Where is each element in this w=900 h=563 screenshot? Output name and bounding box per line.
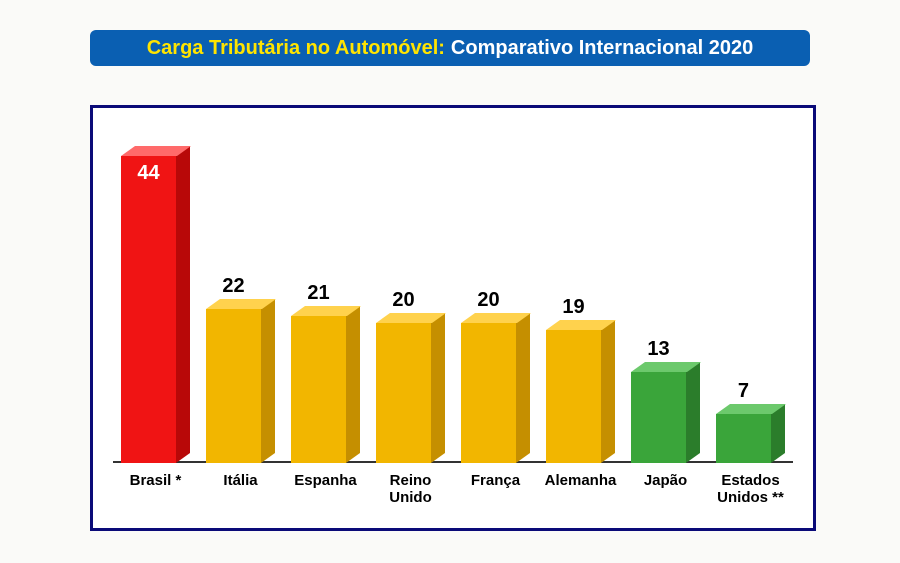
bar: 19 [546,330,602,463]
title-part2: Comparativo Internacional 2020 [451,37,753,60]
x-label: EstadosUnidos ** [708,472,793,507]
bar-side [261,299,275,463]
bar-side [686,362,700,463]
bar: 22 [206,309,262,463]
bar: 7 [716,414,772,463]
bar-value: 19 [546,296,602,319]
bar-front [631,372,687,463]
bar-front [716,414,772,463]
bar: 21 [291,316,347,463]
bar-value: 20 [461,289,517,312]
x-label: França [453,472,538,489]
bar-value: 7 [716,380,772,403]
bar-value: 20 [376,289,432,312]
bar-side [516,313,530,463]
bar-front [121,156,177,463]
bar: 44 [121,156,177,463]
bar-front [291,316,347,463]
x-label: Alemanha [538,472,623,489]
title-part1: Carga Tributária no Automóvel: [147,37,445,60]
bar: 13 [631,372,687,463]
x-label: Brasil * [113,472,198,489]
plot-area: 442221202019137 [113,128,793,463]
bar-front [461,323,517,463]
bar-value: 44 [121,162,177,185]
bar-front [376,323,432,463]
x-label: ReinoUnido [368,472,453,507]
bar-front [206,309,262,463]
bar: 20 [376,323,432,463]
bar-side [346,306,360,463]
bar: 20 [461,323,517,463]
bar-side [771,404,785,463]
bar-side [601,320,615,463]
bar-side [176,146,190,463]
chart-title-bar: Carga Tributária no Automóvel: Comparati… [90,30,810,66]
bar-front [546,330,602,463]
bar-value: 13 [631,338,687,361]
x-label: Itália [198,472,283,489]
bar-side [431,313,445,463]
chart-container: 442221202019137 Brasil *ItáliaEspanhaRei… [90,105,816,531]
bar-value: 22 [206,275,262,298]
x-label: Japão [623,472,708,489]
x-label: Espanha [283,472,368,489]
bar-value: 21 [291,282,347,305]
x-labels-area: Brasil *ItáliaEspanhaReinoUnidoFrançaAle… [113,468,793,520]
